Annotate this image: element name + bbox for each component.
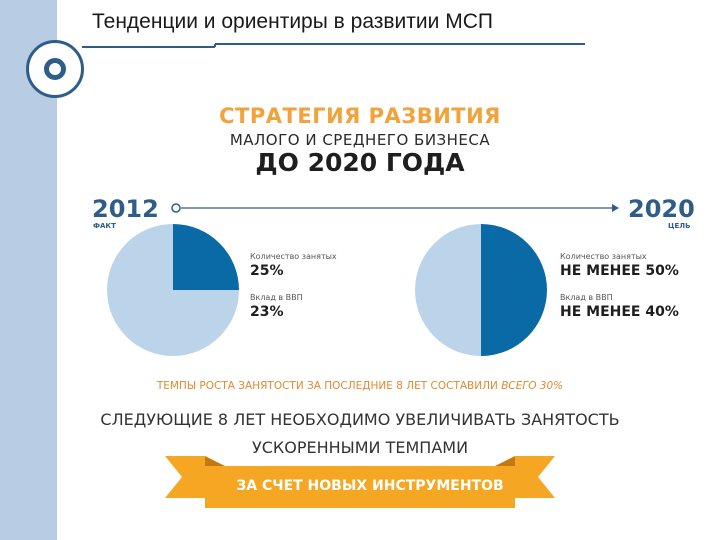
slide-title: Тенденции и ориентиры в развитии МСП [92,10,493,33]
growth-note-emphasis: ВСЕГО 30% [501,380,564,392]
headline-line2: МАЛОГО И СРЕДНЕГО БИЗНЕСА [229,131,491,149]
ribbon-text: ЗА СЧЕТ НОВЫХ ИНСТРУМЕНТОВ [236,478,504,494]
growth-note-text: ТЕМПЫ РОСТА ЗАНЯТОСТИ ЗА ПОСЛЕДНИЕ 8 ЛЕТ… [156,380,502,392]
timeline-arrowhead [612,204,619,212]
left-metric1-label: Количество занятых [250,252,337,261]
right-metric2-label: Вклад в ВВП [560,293,613,302]
ribbon-right-fold [495,456,515,466]
ribbon-right-tail [515,456,555,498]
left-metric2-label: Вклад в ВВП [250,293,303,302]
pie1-slice-employment [173,224,239,290]
left-metric2-value: 23% [250,304,284,320]
headline-line1: СТРАТЕГИЯ РАЗВИТИЯ [219,104,501,128]
headline-line3: ДО 2020 ГОДА [255,148,465,177]
logo-inner-ring [44,58,66,80]
pie1-slice-other [107,224,239,356]
next-years-line1: СЛЕДУЮЩИЕ 8 ЛЕТ НЕОБХОДИМО УВЕЛИЧИВАТЬ З… [100,410,620,429]
right-metric2-value: НЕ МЕНЕЕ 40% [560,304,679,320]
timeline-start-dot [171,203,181,213]
logo-icon [26,40,84,98]
pie2-slice-other [415,224,481,356]
next-years-line2: УСКОРЕННЫМИ ТЕМПАМИ [251,438,469,457]
pie2-slice-employment [481,224,547,356]
end-year-label: ЦЕЛЬ [668,222,691,230]
right-metric1-label: Количество занятых [560,252,647,261]
start-year: 2012 [92,195,159,223]
right-metric1-value: НЕ МЕНЕЕ 50% [560,263,679,279]
start-year-label: ФАКТ [93,222,116,230]
left-metric1-value: 25% [250,263,284,279]
ribbon-left-tail [165,456,205,498]
ribbon-center [205,466,515,508]
growth-note: ТЕМПЫ РОСТА ЗАНЯТОСТИ ЗА ПОСЛЕДНИЕ 8 ЛЕТ… [0,380,720,392]
end-year: 2020 [628,195,695,223]
ribbon-left-fold [205,456,225,466]
